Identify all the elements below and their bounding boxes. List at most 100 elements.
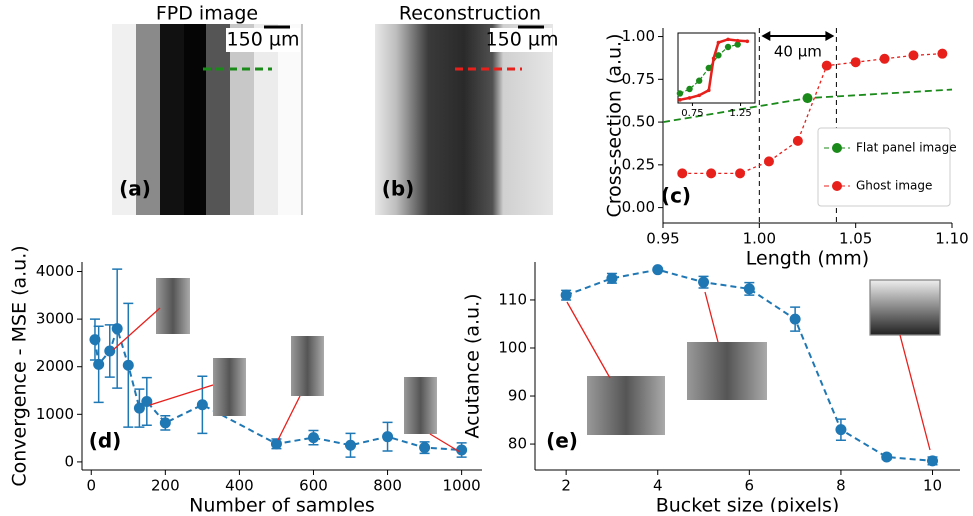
legend-marker — [832, 143, 842, 153]
y-tick-label: 0.25 — [622, 155, 655, 173]
inset-point — [695, 77, 703, 84]
point — [789, 313, 801, 325]
x-tick-label: 600 — [299, 477, 328, 495]
y-tick-label: 3000 — [36, 310, 74, 328]
point — [698, 276, 710, 288]
x-axis-label: Bucket size (pixels) — [656, 495, 840, 513]
point — [881, 451, 893, 463]
y-tick-label: 0.00 — [622, 198, 655, 216]
y-axis-label: Acutance (a.u.) — [462, 293, 484, 438]
panel-title: FPD image — [156, 3, 258, 25]
point — [706, 168, 717, 179]
y-tick-label: 2000 — [36, 357, 74, 375]
point — [879, 53, 890, 64]
inset-point — [734, 41, 741, 48]
panel-title: Reconstruction — [399, 3, 541, 25]
point — [606, 272, 618, 284]
x-axis-label: Number of samples — [189, 495, 375, 513]
inset-point — [724, 43, 732, 51]
panel-label: (a) — [119, 177, 151, 201]
point — [456, 444, 468, 456]
series-line — [565, 268, 933, 462]
panel-label: (d) — [89, 429, 122, 453]
y-tick-label: 80 — [508, 435, 527, 453]
y-tick-label: 100 — [498, 338, 527, 356]
x-tick-label: 1.10 — [935, 230, 968, 248]
inset-point — [705, 64, 712, 72]
legend-box — [817, 127, 951, 207]
annotation: 40 µm — [774, 43, 822, 61]
y-tick-label: 0 — [64, 452, 74, 470]
point — [927, 455, 939, 467]
x-tick-label: 400 — [225, 477, 254, 495]
panel-label: (b) — [382, 177, 415, 201]
y-axis-label: Convergence - MSE (a.u.) — [9, 245, 31, 486]
point — [850, 57, 861, 68]
fpd-image — [112, 24, 303, 215]
point — [763, 156, 774, 167]
x-tick-label: 4 — [653, 477, 663, 495]
point — [835, 424, 847, 436]
point — [677, 168, 688, 179]
point — [159, 417, 171, 429]
panel-label: (c) — [661, 184, 691, 208]
x-tick-label: 1.05 — [839, 230, 872, 248]
x-tick-label: 10 — [923, 477, 942, 495]
x-tick-label: 0 — [86, 477, 96, 495]
point — [111, 323, 123, 335]
x-tick-label: 200 — [151, 477, 180, 495]
inset-point — [726, 37, 730, 42]
series-line — [682, 53, 943, 175]
point — [196, 399, 208, 411]
y-tick-label: 1000 — [36, 405, 74, 423]
point — [89, 334, 101, 346]
point — [560, 289, 572, 301]
y-axis-label: Cross-section (a.u.) — [604, 34, 626, 218]
point — [270, 438, 282, 450]
inset-point — [735, 38, 740, 43]
x-tick-label: 6 — [745, 477, 755, 495]
scale-label: 150 µm — [227, 29, 300, 51]
series-line — [93, 325, 462, 452]
inset-frame — [677, 32, 756, 104]
panel-label: (e) — [546, 429, 578, 453]
point — [104, 345, 116, 357]
thumbnails — [112, 278, 941, 453]
y-tick-label: 4000 — [36, 262, 74, 280]
x-tick-label: 1.00 — [743, 230, 776, 248]
point — [133, 402, 145, 414]
arrow-head — [761, 31, 835, 41]
x-tick-label: 0.95 — [646, 230, 679, 248]
inset-point — [716, 40, 721, 45]
point — [821, 60, 832, 71]
inset-point — [711, 56, 716, 61]
inset-point — [678, 98, 682, 102]
point — [141, 395, 153, 407]
point — [93, 358, 105, 370]
y-tick-label: 110 — [498, 290, 527, 308]
point — [345, 439, 357, 451]
y-tick-label: 0.75 — [622, 70, 655, 88]
inset-point — [715, 52, 722, 59]
x-tick-label: 1000 — [443, 477, 481, 495]
inset-point — [697, 93, 701, 98]
inset-point — [687, 96, 692, 100]
x-tick-label: 8 — [836, 477, 846, 495]
point — [792, 135, 803, 146]
legend-label: Flat panel image — [856, 141, 957, 155]
inset-point — [707, 88, 711, 93]
inset-point — [686, 85, 693, 93]
inset-point — [745, 39, 750, 44]
y-tick-label: 1.00 — [622, 27, 655, 45]
point — [652, 264, 664, 276]
point — [122, 359, 134, 371]
x-tick-label: 800 — [373, 477, 402, 495]
legend-marker — [832, 181, 842, 191]
point — [419, 442, 431, 454]
scale-label: 150 µm — [486, 29, 559, 51]
inset-point — [676, 90, 684, 97]
reconstruction-image — [375, 24, 553, 215]
point — [382, 431, 394, 443]
